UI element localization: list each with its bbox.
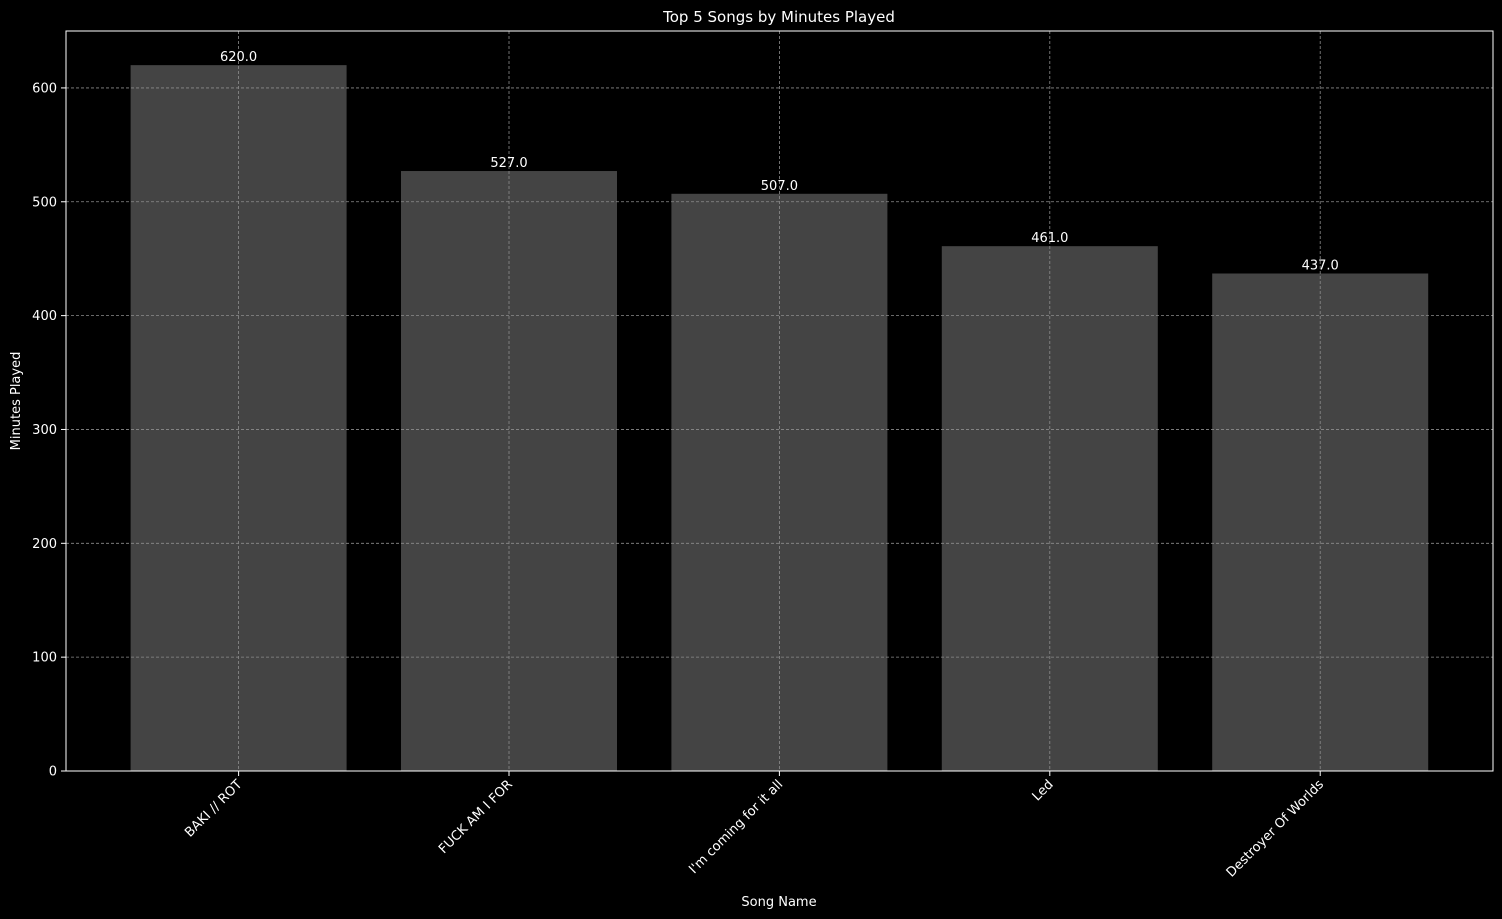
grid-layer [66, 31, 1493, 771]
y-tick-label: 300 [32, 423, 57, 438]
y-tick-label: 600 [32, 81, 57, 96]
y-tick-label: 400 [32, 309, 57, 324]
y-axis-label: Minutes Played [9, 352, 24, 451]
bar-value-label: 437.0 [1302, 258, 1339, 273]
bar-value-label: 527.0 [490, 156, 527, 171]
x-axis-label: Song Name [741, 895, 816, 910]
y-axis-ticks: 0 100 200 300 400 500 600 [32, 81, 66, 780]
y-tick-label: 0 [49, 765, 57, 780]
bar-value-label: 461.0 [1031, 231, 1068, 246]
chart-title: Top 5 Songs by Minutes Played [662, 8, 895, 26]
bar-value-labels: 620.0 527.0 507.0 461.0 437.0 [220, 50, 1339, 273]
bar-value-label: 620.0 [220, 50, 257, 65]
y-tick-label: 500 [32, 195, 57, 210]
bar-value-label: 507.0 [761, 179, 798, 194]
y-tick-label: 100 [32, 651, 57, 666]
y-tick-label: 200 [32, 537, 57, 552]
